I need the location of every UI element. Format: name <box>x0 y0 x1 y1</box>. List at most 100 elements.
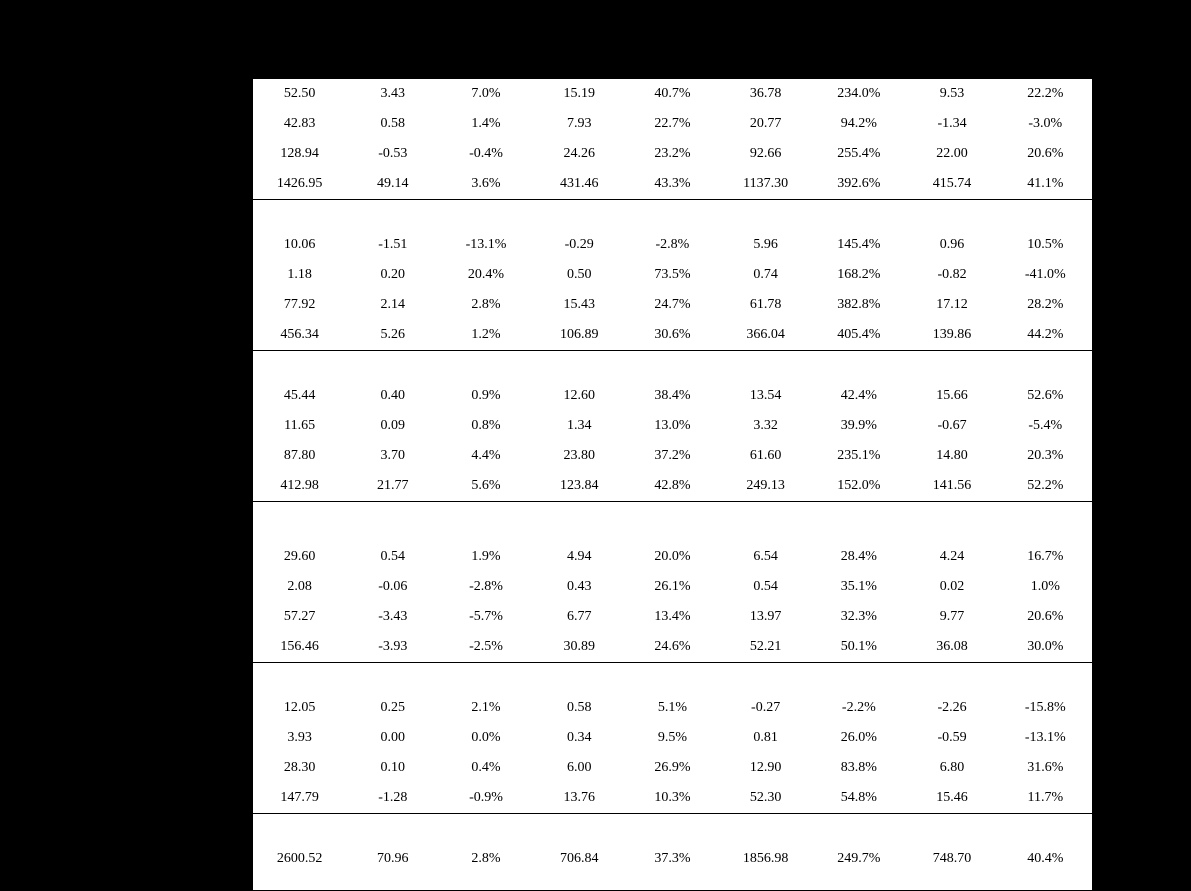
cell: 11.7% <box>999 783 1092 813</box>
cell: -0.06 <box>346 572 439 602</box>
section-spacer <box>253 663 1092 693</box>
cell: 9.5% <box>626 723 719 753</box>
cell: 35.1% <box>812 572 905 602</box>
cell: 2.1% <box>439 693 532 723</box>
cell: 12.05 <box>253 693 346 723</box>
cell: 0.54 <box>346 542 439 572</box>
cell: 52.2% <box>999 471 1092 501</box>
cell: 26.0% <box>812 723 905 753</box>
cell: -41.0% <box>999 260 1092 290</box>
cell: 42.8% <box>626 471 719 501</box>
cell: 30.0% <box>999 632 1092 662</box>
table-row: 77.92 2.14 2.8% 15.43 24.7% 61.78 382.8%… <box>253 290 1092 320</box>
cell: 22.00 <box>905 139 998 169</box>
table-row: 57.27 -3.43 -5.7% 6.77 13.4% 13.97 32.3%… <box>253 602 1092 632</box>
data-table: 52.50 3.43 7.0% 15.19 40.7% 36.78 234.0%… <box>252 78 1093 891</box>
cell: 13.54 <box>719 381 812 411</box>
cell: -2.5% <box>439 632 532 662</box>
cell: 2.8% <box>439 844 532 874</box>
cell: 36.08 <box>905 632 998 662</box>
cell: 57.27 <box>253 602 346 632</box>
cell: 6.54 <box>719 542 812 572</box>
cell: -0.82 <box>905 260 998 290</box>
cell: -0.27 <box>719 693 812 723</box>
cell: 52.6% <box>999 381 1092 411</box>
cell: 37.3% <box>626 844 719 874</box>
table-row: 12.05 0.25 2.1% 0.58 5.1% -0.27 -2.2% -2… <box>253 693 1092 723</box>
cell: 139.86 <box>905 320 998 350</box>
cell: 13.76 <box>533 783 626 813</box>
cell: 20.77 <box>719 109 812 139</box>
cell: -0.67 <box>905 411 998 441</box>
cell: 24.6% <box>626 632 719 662</box>
cell: 415.74 <box>905 169 998 199</box>
cell: -3.93 <box>346 632 439 662</box>
table-row: 1.18 0.20 20.4% 0.50 73.5% 0.74 168.2% -… <box>253 260 1092 290</box>
table-row: 42.83 0.58 1.4% 7.93 22.7% 20.77 94.2% -… <box>253 109 1092 139</box>
table-section-4-body: 29.60 0.54 1.9% 4.94 20.0% 6.54 28.4% 4.… <box>253 542 1092 662</box>
table-row: 3.93 0.00 0.0% 0.34 9.5% 0.81 26.0% -0.5… <box>253 723 1092 753</box>
cell: 6.00 <box>533 753 626 783</box>
cell: -1.28 <box>346 783 439 813</box>
table-row: 28.30 0.10 0.4% 6.00 26.9% 12.90 83.8% 6… <box>253 753 1092 783</box>
cell: 16.7% <box>999 542 1092 572</box>
cell: 0.9% <box>439 381 532 411</box>
cell: 0.20 <box>346 260 439 290</box>
cell: 382.8% <box>812 290 905 320</box>
cell: 4.24 <box>905 542 998 572</box>
table-row: 87.80 3.70 4.4% 23.80 37.2% 61.60 235.1%… <box>253 441 1092 471</box>
cell: 15.46 <box>905 783 998 813</box>
cell: 168.2% <box>812 260 905 290</box>
cell: -5.7% <box>439 602 532 632</box>
cell: 106.89 <box>533 320 626 350</box>
cell: -2.2% <box>812 693 905 723</box>
cell: 6.80 <box>905 753 998 783</box>
cell: 3.6% <box>439 169 532 199</box>
table-row: 52.50 3.43 7.0% 15.19 40.7% 36.78 234.0%… <box>253 79 1092 109</box>
cell: 2.08 <box>253 572 346 602</box>
cell: 405.4% <box>812 320 905 350</box>
cell: 152.0% <box>812 471 905 501</box>
cell: 0.81 <box>719 723 812 753</box>
table-row: 45.44 0.40 0.9% 12.60 38.4% 13.54 42.4% … <box>253 381 1092 411</box>
cell: 249.7% <box>812 844 905 874</box>
cell: 73.5% <box>626 260 719 290</box>
cell: 0.54 <box>719 572 812 602</box>
cell: 20.6% <box>999 139 1092 169</box>
cell: 0.34 <box>533 723 626 753</box>
cell: 20.0% <box>626 542 719 572</box>
table-row: 128.94 -0.53 -0.4% 24.26 23.2% 92.66 255… <box>253 139 1092 169</box>
cell: 20.3% <box>999 441 1092 471</box>
cell: 45.44 <box>253 381 346 411</box>
cell: 5.6% <box>439 471 532 501</box>
cell: 3.43 <box>346 79 439 109</box>
table-row: 11.65 0.09 0.8% 1.34 13.0% 3.32 39.9% -0… <box>253 411 1092 441</box>
table-row: 456.34 5.26 1.2% 106.89 30.6% 366.04 405… <box>253 320 1092 350</box>
table-row: 29.60 0.54 1.9% 4.94 20.0% 6.54 28.4% 4.… <box>253 542 1092 572</box>
cell: -3.0% <box>999 109 1092 139</box>
cell: -1.34 <box>905 109 998 139</box>
cell: 52.30 <box>719 783 812 813</box>
table-section-2: 10.06 -1.51 -13.1% -0.29 -2.8% 5.96 145.… <box>253 199 1092 350</box>
cell: 706.84 <box>533 844 626 874</box>
cell: 5.96 <box>719 230 812 260</box>
cell: 44.2% <box>999 320 1092 350</box>
cell: 30.89 <box>533 632 626 662</box>
cell: 1.9% <box>439 542 532 572</box>
cell: 23.2% <box>626 139 719 169</box>
section-spacer <box>253 502 1092 542</box>
section-spacer <box>253 200 1092 230</box>
cell: 4.4% <box>439 441 532 471</box>
cell: 0.43 <box>533 572 626 602</box>
cell: 235.1% <box>812 441 905 471</box>
cell: 17.12 <box>905 290 998 320</box>
cell: 255.4% <box>812 139 905 169</box>
cell: 10.3% <box>626 783 719 813</box>
cell: 456.34 <box>253 320 346 350</box>
cell: 13.97 <box>719 602 812 632</box>
cell: 0.00 <box>346 723 439 753</box>
cell: 24.7% <box>626 290 719 320</box>
totals-row-table: 2600.52 70.96 2.8% 706.84 37.3% 1856.98 … <box>253 844 1092 874</box>
cell: 0.8% <box>439 411 532 441</box>
cell: 10.5% <box>999 230 1092 260</box>
